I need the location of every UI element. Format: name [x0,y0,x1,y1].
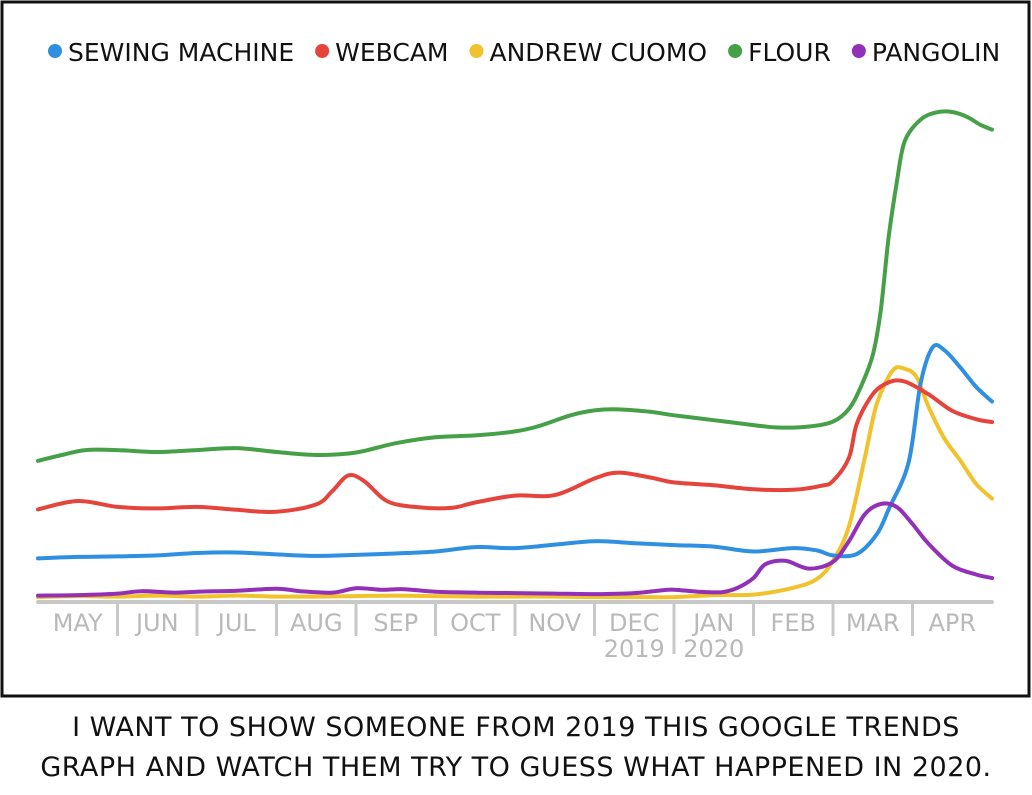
series-line-andrew-cuomo [36,365,994,600]
tick-label-dec: DEC [609,609,659,637]
tick-label-apr: APR [928,609,976,637]
series-line-flour [36,109,994,463]
legend-marker-flour [728,44,743,58]
tick-label-aug: AUG [290,609,343,637]
series-line-webcam [36,378,994,515]
legend-label-flour: FLOUR [748,38,831,67]
tick-label-sep: SEP [373,609,418,637]
legend-label-andrew-cuomo: ANDREW CUOMO [490,38,708,67]
tick-label-mar: MAR [846,609,900,637]
caption-line-2: GRAPH AND WATCH THEM TRY TO GUESS WHAT H… [40,752,992,783]
series-layer [36,109,994,600]
tick-label-oct: OCT [450,609,501,637]
tick-label-jan: JAN [691,609,734,637]
tick-label-jun: JUN [134,609,179,637]
year-label-2019: 2019 [604,635,665,663]
legend-label-sewing-machine: SEWING MACHINE [68,38,294,67]
legend: SEWING MACHINE WEBCAM ANDREW CUOMO FLOUR PAN… [48,38,1000,67]
series-line-pangolin [36,501,994,598]
tick-label-nov: NOV [528,609,581,637]
trends-chart: MAY JUN JUL AUG SEP OCT NOV DEC JAN FEB MAR APR 2019… [0,0,1031,698]
tick-label-feb: FEB [771,609,816,637]
tick-label-jul: JUL [216,609,257,637]
legend-label-pangolin: PANGOLIN [872,38,1000,67]
legend-label-webcam: WEBCAM [335,38,448,67]
legend-marker-sewing-machine [48,44,62,58]
x-axis: MAY JUN JUL AUG SEP OCT NOV DEC JAN FEB MAR APR 2019… [36,600,994,663]
year-label-2020: 2020 [683,635,744,663]
panel-border [0,0,1031,698]
comic-caption: I WANT TO SHOW SOMEONE FROM 2019 THIS GO… [0,708,1032,788]
legend-marker-pangolin [851,44,866,58]
legend-marker-andrew-cuomo [469,44,484,58]
tick-label-may: MAY [53,609,103,637]
legend-marker-webcam [315,44,330,58]
comic-panel: MAY JUN JUL AUG SEP OCT NOV DEC JAN FEB MAR APR 2019… [0,0,1031,698]
caption-line-1: I WANT TO SHOW SOMEONE FROM 2019 THIS GO… [72,712,960,743]
